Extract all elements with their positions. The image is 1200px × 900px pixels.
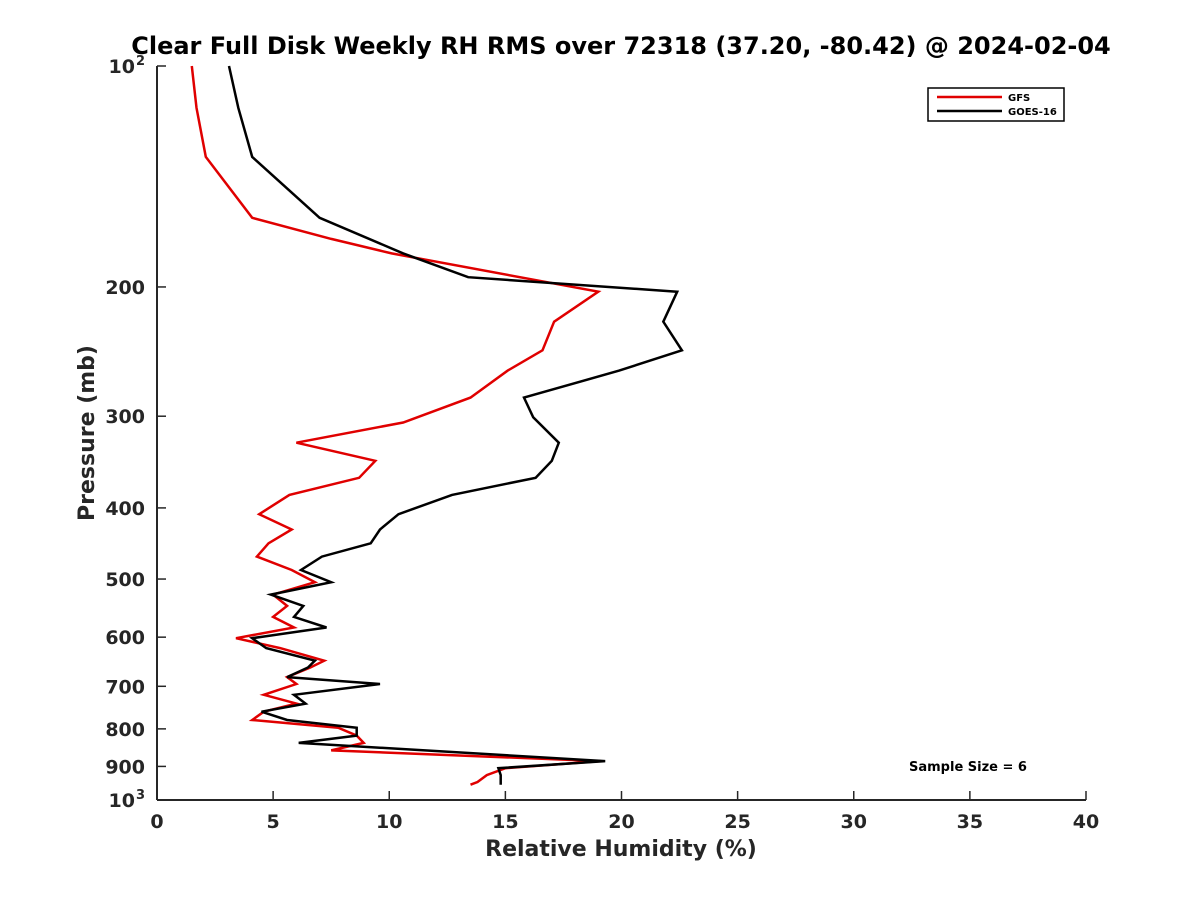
x-tick-label: 10 xyxy=(376,811,402,833)
sample-size-annotation: Sample Size = 6 xyxy=(909,760,1027,775)
x-tick-label: 40 xyxy=(1073,811,1099,833)
x-tick-label: 30 xyxy=(841,811,867,833)
plot-area: 0 5 10 15 20 25 30 35 40 10 220030040050060070080… xyxy=(105,54,1099,833)
x-tick-label: 20 xyxy=(608,811,634,833)
x-axis-label: Relative Humidity (%) xyxy=(485,837,757,862)
y-tick-exponent: 2 xyxy=(136,54,145,69)
series-line-goes-16 xyxy=(227,65,684,785)
y-tick-label: 500 xyxy=(105,569,145,591)
x-tick-label: 0 xyxy=(150,811,163,833)
y-tick-label: 10 xyxy=(109,56,135,78)
chart-title: Clear Full Disk Weekly RH RMS over 72318… xyxy=(131,32,1111,60)
x-tick-label: 25 xyxy=(724,811,750,833)
x-tick-label: 5 xyxy=(267,811,280,833)
y-tick-label: 600 xyxy=(105,627,145,649)
x-tick-label: 35 xyxy=(957,811,983,833)
y-tick-exponent: 3 xyxy=(136,788,145,803)
y-tick-label: 700 xyxy=(105,676,145,698)
y-tick-label: 200 xyxy=(105,277,145,299)
legend: GFS GOES-16 xyxy=(927,87,1065,122)
legend-label-gfs: GFS xyxy=(1008,93,1030,104)
y-tick-label: 10 xyxy=(109,790,135,812)
y-tick-label: 400 xyxy=(105,498,145,520)
y-axis-label: Pressure (mb) xyxy=(75,345,100,521)
x-axis-ticks: 0 5 10 15 20 25 30 35 40 xyxy=(150,791,1099,833)
y-tick-label: 300 xyxy=(105,406,145,428)
y-tick-label: 900 xyxy=(105,756,145,778)
legend-box xyxy=(927,87,1065,122)
x-tick-label: 15 xyxy=(492,811,518,833)
legend-label-goes-16: GOES-16 xyxy=(1008,107,1057,118)
series-layer xyxy=(190,65,684,786)
y-tick-label: 800 xyxy=(105,719,145,741)
